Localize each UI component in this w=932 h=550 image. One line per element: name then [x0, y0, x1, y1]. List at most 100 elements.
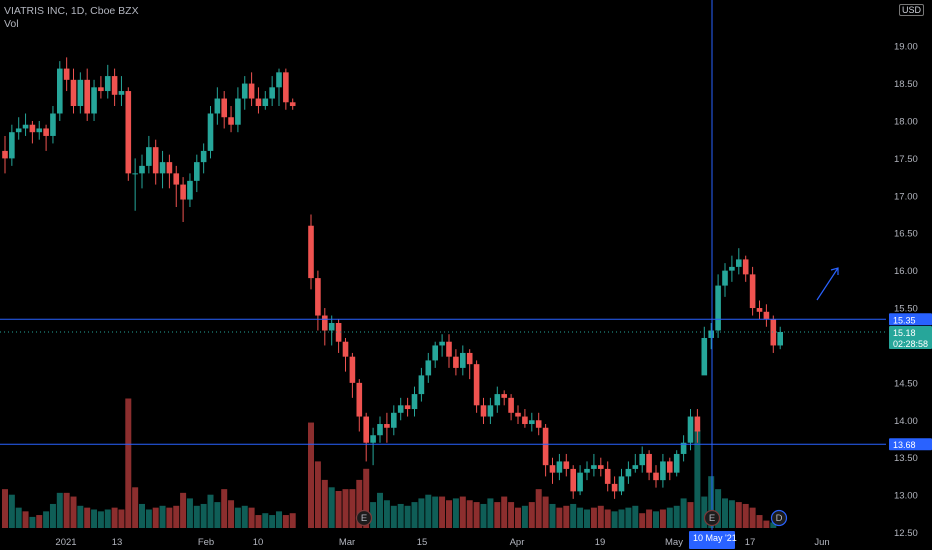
currency-button[interactable]: USD [899, 4, 925, 16]
volume-bar [487, 498, 494, 528]
candle-body [91, 87, 97, 114]
candle [736, 248, 742, 275]
volume-bar [36, 515, 43, 528]
volume-bar [763, 520, 770, 528]
candle [653, 465, 659, 488]
chart-header: VIATRIS INC, 1D, Cboe BZX Vol [4, 5, 139, 31]
price-tick-label: 17.00 [894, 191, 918, 202]
candle [604, 461, 611, 492]
volume-bar [570, 503, 577, 528]
candle [36, 120, 43, 140]
candle [377, 416, 383, 443]
candle-body [729, 266, 735, 271]
candle-body [646, 453, 652, 473]
candle [742, 255, 749, 282]
candle-body [241, 83, 248, 99]
volume-bar [363, 468, 370, 528]
candle [9, 124, 15, 166]
candle-body [411, 394, 418, 410]
event-marker-label: E [361, 513, 367, 524]
price-tick-label: 15.50 [894, 304, 918, 315]
volume-bar [425, 494, 432, 528]
time-tick-label: May [665, 537, 683, 548]
candle [632, 453, 639, 473]
candle [646, 450, 652, 481]
candle-body [104, 76, 111, 92]
time-tick-label: Apr [510, 537, 525, 548]
volume-bar [397, 503, 404, 528]
volume-bar [43, 511, 50, 528]
volume-bar [480, 503, 487, 528]
candle-body [763, 311, 770, 320]
candle-body [570, 468, 576, 492]
volume-bar [255, 515, 262, 528]
volume-bar [84, 507, 91, 528]
candle [118, 76, 125, 107]
candle-body [404, 405, 411, 410]
candle-body [214, 98, 221, 114]
volume-bar [193, 505, 200, 528]
candle [639, 446, 645, 473]
candle-body [770, 319, 777, 346]
volume-bar [639, 513, 646, 528]
candle [283, 68, 289, 110]
candle [111, 68, 118, 107]
level-badge-lower-bg [889, 438, 932, 451]
candle [15, 117, 22, 140]
volume-bar [111, 507, 118, 528]
candle [542, 424, 549, 477]
volume-bar [370, 502, 377, 528]
candle-body [618, 476, 625, 492]
candle [660, 453, 666, 488]
candle-body [466, 352, 473, 365]
candle [508, 394, 514, 421]
candle-body [289, 102, 296, 107]
event-marker[interactable]: E [355, 509, 373, 527]
volume-bar [390, 505, 397, 528]
price-tick-label: 16.00 [894, 266, 918, 277]
candle-body [322, 315, 328, 331]
price-tick-label: 19.00 [894, 42, 918, 53]
volume-bar [439, 496, 446, 528]
candle-body [384, 424, 390, 428]
event-marker[interactable]: D [770, 509, 788, 527]
volume-bar [145, 509, 152, 528]
candle [43, 124, 49, 151]
price-tick-label: 13.00 [894, 491, 918, 502]
candle-body [132, 173, 138, 175]
candle [214, 87, 221, 125]
candle-body [722, 270, 728, 286]
price-tick-label: 14.50 [894, 378, 918, 389]
candle-body [632, 465, 639, 469]
candle-body [680, 442, 687, 454]
candle-body [625, 468, 632, 477]
time-tick-label: Feb [198, 537, 214, 548]
price-tick-label: 17.50 [894, 154, 918, 165]
symbol-title: VIATRIS INC, 1D, Cboe BZX [4, 5, 139, 17]
candle-body [556, 461, 563, 473]
candle [425, 352, 432, 383]
time-tick-label: 15 [417, 537, 428, 548]
candle-body [542, 427, 549, 466]
volume-bar [180, 492, 187, 528]
candle-body [43, 128, 49, 136]
candle [391, 405, 397, 436]
event-marker[interactable]: E [703, 509, 721, 527]
volume-bar [418, 498, 425, 528]
candle-body [694, 416, 701, 432]
candle [356, 379, 363, 432]
volume-bar [515, 507, 521, 528]
candle [22, 113, 29, 136]
candle [570, 465, 576, 499]
volume-bar [207, 494, 214, 528]
candle [63, 57, 70, 92]
candle-body [50, 113, 56, 136]
candle [139, 154, 145, 189]
volume-bar [282, 515, 289, 528]
time-tick-label: 17 [745, 537, 756, 548]
candle [91, 79, 97, 121]
candle-body [70, 79, 77, 107]
candle [687, 409, 694, 451]
candle-body [535, 420, 542, 428]
